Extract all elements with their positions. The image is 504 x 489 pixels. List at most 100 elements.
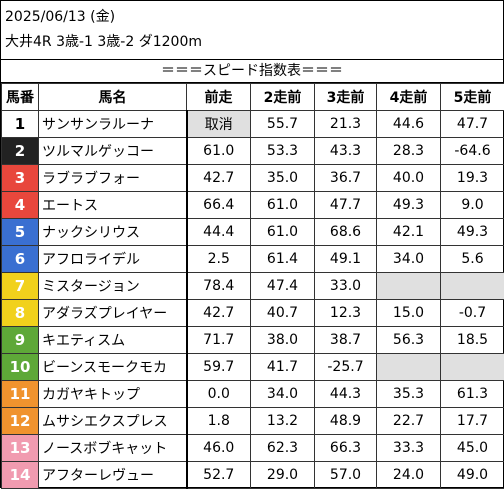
horse-name: ツルマルゲッコー bbox=[39, 138, 187, 165]
col-header-5-races-ago: 5走前 bbox=[441, 84, 504, 111]
speed-index-cell: 61.0 bbox=[187, 138, 251, 165]
horse-number-badge: 7 bbox=[2, 273, 39, 300]
col-header-4-races-ago: 4走前 bbox=[377, 84, 441, 111]
speed-index-cell: 17.7 bbox=[441, 408, 504, 435]
speed-index-cell: 0.0 bbox=[187, 381, 251, 408]
speed-index-cell bbox=[377, 354, 441, 381]
horse-name: アフロライデル bbox=[39, 246, 187, 273]
speed-index-cell: 55.7 bbox=[251, 111, 315, 138]
horse-number-badge: 13 bbox=[2, 435, 39, 462]
speed-index-cell: 18.5 bbox=[441, 327, 504, 354]
speed-index-cell: 19.3 bbox=[441, 165, 504, 192]
speed-index-cell: -0.7 bbox=[441, 300, 504, 327]
speed-index-cell: 61.4 bbox=[251, 246, 315, 273]
horse-number-badge: 6 bbox=[2, 246, 39, 273]
horse-name: アフターレヴュー bbox=[39, 462, 187, 489]
horse-name: ミスタージョン bbox=[39, 273, 187, 300]
race-info: 大井4R 3歳-1 3歳-2 ダ1200m bbox=[5, 32, 202, 52]
horse-number-badge: 4 bbox=[2, 192, 39, 219]
horse-name: エートス bbox=[39, 192, 187, 219]
speed-index-cell: 40.0 bbox=[377, 165, 441, 192]
col-header-number: 馬番 bbox=[2, 84, 39, 111]
speed-index-cell: 22.7 bbox=[377, 408, 441, 435]
speed-index-cell: 15.0 bbox=[377, 300, 441, 327]
speed-index-cell: 13.2 bbox=[251, 408, 315, 435]
horse-number-badge: 8 bbox=[2, 300, 39, 327]
horse-number-badge: 1 bbox=[2, 111, 39, 138]
speed-index-cell: -25.7 bbox=[315, 354, 377, 381]
horse-name: ナックシリウス bbox=[39, 219, 187, 246]
col-header-horse-name: 馬名 bbox=[39, 84, 187, 111]
speed-index-cell: 66.4 bbox=[187, 192, 251, 219]
speed-index-cell: 24.0 bbox=[377, 462, 441, 489]
speed-index-cell: 40.7 bbox=[251, 300, 315, 327]
speed-index-cell: 61.0 bbox=[251, 219, 315, 246]
horse-number-badge: 5 bbox=[2, 219, 39, 246]
header-row: 馬番 馬名 前走 2走前 3走前 4走前 5走前 bbox=[2, 84, 504, 111]
horse-name: アダラズプレイヤー bbox=[39, 300, 187, 327]
speed-index-cell: 61.3 bbox=[441, 381, 504, 408]
horse-number-badge: 2 bbox=[2, 138, 39, 165]
speed-index-cell: 57.0 bbox=[315, 462, 377, 489]
speed-index-cell: 1.8 bbox=[187, 408, 251, 435]
speed-index-cell: 取消 bbox=[187, 111, 251, 138]
speed-index-cell: 41.7 bbox=[251, 354, 315, 381]
horse-number-badge: 11 bbox=[2, 381, 39, 408]
speed-index-cell bbox=[441, 273, 504, 300]
speed-index-cell: 49.0 bbox=[441, 462, 504, 489]
horse-name: サンサンラルーナ bbox=[39, 111, 187, 138]
speed-index-cell bbox=[377, 273, 441, 300]
speed-index-cell: 59.7 bbox=[187, 354, 251, 381]
speed-index-cell bbox=[441, 354, 504, 381]
speed-index-cell: 47.4 bbox=[251, 273, 315, 300]
horse-number-badge: 14 bbox=[2, 462, 39, 489]
speed-index-cell: 9.0 bbox=[441, 192, 504, 219]
speed-index-cell: 33.0 bbox=[315, 273, 377, 300]
speed-index-cell: 43.3 bbox=[315, 138, 377, 165]
speed-index-cell: -64.6 bbox=[441, 138, 504, 165]
table-title: ＝＝＝スピード指数表＝＝＝ bbox=[1, 59, 503, 83]
speed-index-cell: 53.3 bbox=[251, 138, 315, 165]
speed-index-cell: 42.7 bbox=[187, 165, 251, 192]
speed-index-cell: 47.7 bbox=[315, 192, 377, 219]
speed-index-cell: 34.0 bbox=[251, 381, 315, 408]
horse-name: ラブラブフォー bbox=[39, 165, 187, 192]
speed-index-cell: 42.7 bbox=[187, 300, 251, 327]
speed-index-cell: 38.0 bbox=[251, 327, 315, 354]
horse-name: ノースボブキャット bbox=[39, 435, 187, 462]
horse-name: ビーンスモークモカ bbox=[39, 354, 187, 381]
speed-index-cell: 78.4 bbox=[187, 273, 251, 300]
speed-index-cell: 33.3 bbox=[377, 435, 441, 462]
speed-index-cell: 49.3 bbox=[377, 192, 441, 219]
speed-index-cell: 47.7 bbox=[441, 111, 504, 138]
speed-index-cell: 71.7 bbox=[187, 327, 251, 354]
speed-index-cell: 66.3 bbox=[315, 435, 377, 462]
speed-index-cell: 21.3 bbox=[315, 111, 377, 138]
col-header-last-race: 前走 bbox=[187, 84, 251, 111]
speed-index-cell: 5.6 bbox=[441, 246, 504, 273]
speed-index-cell: 68.6 bbox=[315, 219, 377, 246]
horse-name: ムサシエクスプレス bbox=[39, 408, 187, 435]
speed-index-cell: 42.1 bbox=[377, 219, 441, 246]
speed-index-cell: 44.3 bbox=[315, 381, 377, 408]
speed-index-cell: 12.3 bbox=[315, 300, 377, 327]
speed-index-cell: 34.0 bbox=[377, 246, 441, 273]
horse-number-badge: 3 bbox=[2, 165, 39, 192]
speed-index-cell: 49.3 bbox=[441, 219, 504, 246]
speed-index-cell: 62.3 bbox=[251, 435, 315, 462]
col-header-2-races-ago: 2走前 bbox=[251, 84, 315, 111]
